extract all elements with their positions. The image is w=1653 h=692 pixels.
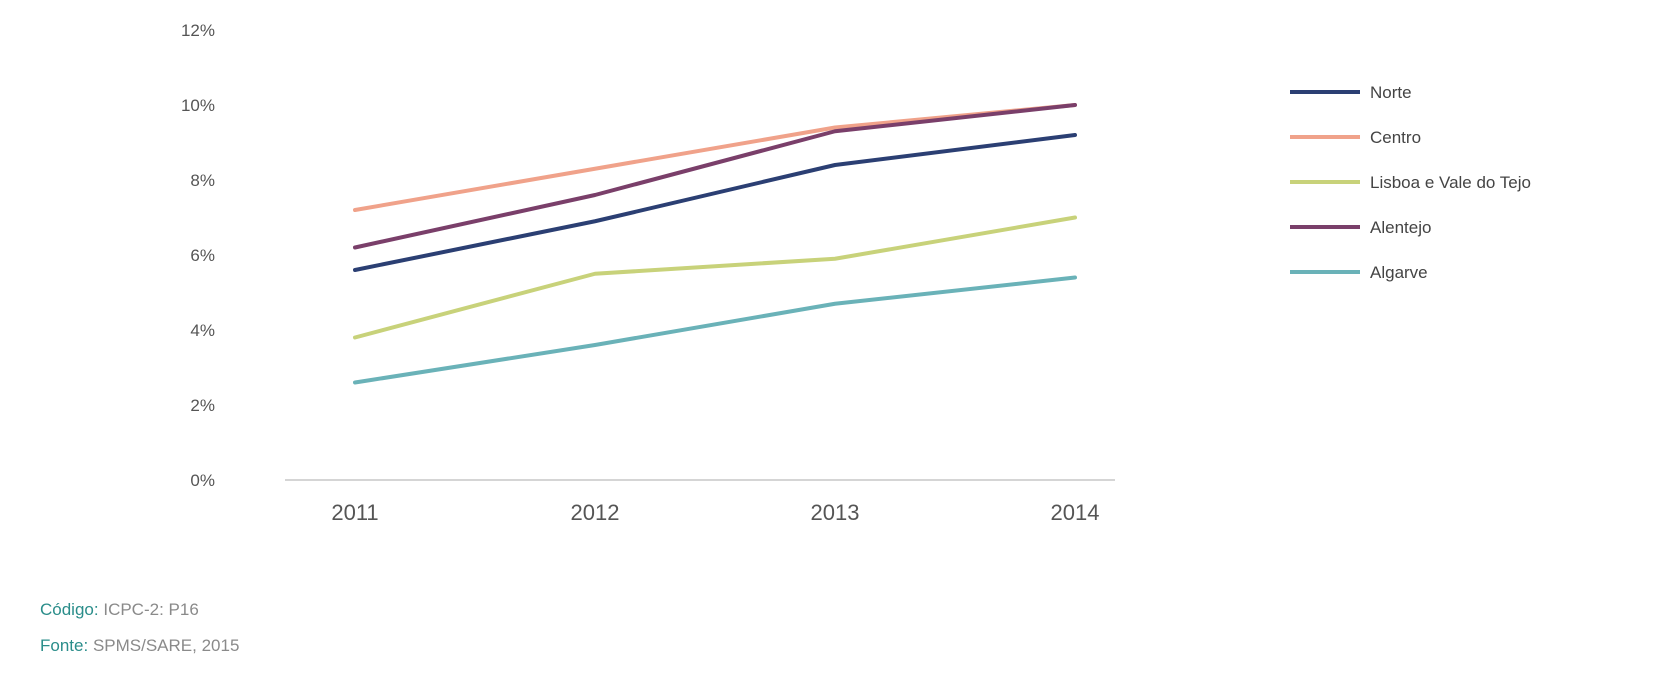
legend-label-1: Norte: [1370, 83, 1412, 102]
x-tick-label: 2013: [811, 500, 860, 525]
x-axis-ticks: 2011 2012 2013 2014: [331, 500, 1099, 525]
x-tick-label: 2011: [331, 500, 378, 525]
series-line-3: [353, 215, 1077, 340]
footnote-code-label: Código:: [40, 600, 99, 619]
series-line-1: [353, 133, 1077, 272]
y-tick-label: 2%: [190, 396, 215, 415]
legend: Norte Centro Lisboa e Vale do Tejo Alentejo…: [1290, 83, 1531, 282]
legend-label-3: Lisboa e Vale do Tejo: [1370, 173, 1531, 192]
y-tick-label: 10%: [181, 96, 215, 115]
footnote-code-value: ICPC-2: P16: [103, 600, 199, 619]
y-tick-label: 4%: [190, 321, 215, 340]
x-tick-label: 2014: [1051, 500, 1100, 525]
y-tick-label: 0%: [190, 471, 215, 490]
footnote-source-label: Fonte:: [40, 636, 89, 655]
y-tick-label: 8%: [190, 171, 215, 190]
series-lines: [353, 103, 1077, 385]
y-tick-label: 6%: [190, 246, 215, 265]
series-line-5: [353, 275, 1077, 385]
y-axis-ticks: 0% 2% 4% 6% 8% 10% 12%: [181, 21, 215, 490]
legend-label-5: Algarve: [1370, 263, 1428, 282]
legend-label-4: Alentejo: [1370, 218, 1431, 237]
footnote-source-value: SPMS/SARE, 2015: [92, 636, 240, 655]
legend-label-2: Centro: [1370, 128, 1421, 147]
x-tick-label: 2012: [571, 500, 620, 525]
footnote-code: Código: ICPC-2: P16: [40, 600, 199, 620]
y-tick-label: 12%: [181, 21, 215, 40]
footnote-source: Fonte: SPMS/SARE, 2015: [40, 636, 239, 656]
series-line-4: [353, 103, 1077, 250]
